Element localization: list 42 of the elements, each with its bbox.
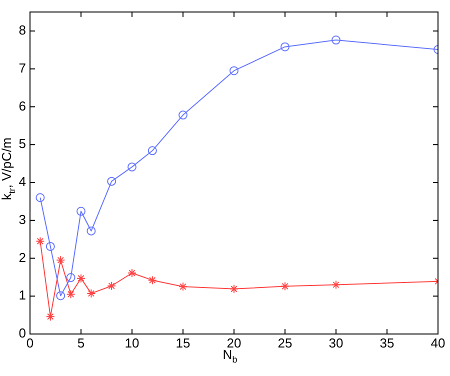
x-tick-label: 40 [430, 335, 446, 350]
y-tick-label: 6 [18, 98, 26, 114]
x-tick-label: 25 [278, 335, 292, 350]
point [280, 282, 290, 291]
point [56, 256, 66, 265]
y-tick-label: 2 [18, 250, 26, 265]
y-tick-label: 0 [18, 326, 26, 341]
y-tick-label: 8 [18, 22, 26, 38]
point [36, 193, 45, 202]
x-tick-label: 35 [380, 335, 394, 350]
point [76, 206, 86, 216]
x-tick-label: 5 [77, 335, 85, 350]
point [128, 162, 136, 172]
point [46, 242, 55, 251]
point [56, 291, 66, 300]
point [66, 290, 76, 299]
x-tick-label: 10 [124, 335, 140, 350]
y-tick-label: 7 [18, 60, 26, 76]
point [230, 66, 238, 76]
point [332, 36, 340, 45]
point [36, 236, 45, 246]
point [107, 176, 116, 186]
x-tick-label: 30 [328, 335, 344, 350]
point [86, 288, 96, 298]
point [128, 268, 136, 278]
point [178, 110, 188, 120]
y-tick-label: 1 [18, 288, 26, 303]
point [107, 281, 116, 290]
point [332, 280, 340, 290]
point [148, 276, 157, 285]
point [230, 284, 238, 294]
y-tick-label: 5 [18, 136, 26, 152]
point [46, 312, 55, 322]
y-tick-label: 4 [18, 174, 26, 190]
point [148, 146, 157, 156]
x-tick-label: 15 [176, 335, 190, 350]
point [76, 274, 86, 283]
point [86, 226, 96, 236]
point [280, 42, 290, 52]
point [66, 273, 76, 282]
y-tick-label: 3 [18, 212, 26, 227]
point [178, 282, 188, 292]
